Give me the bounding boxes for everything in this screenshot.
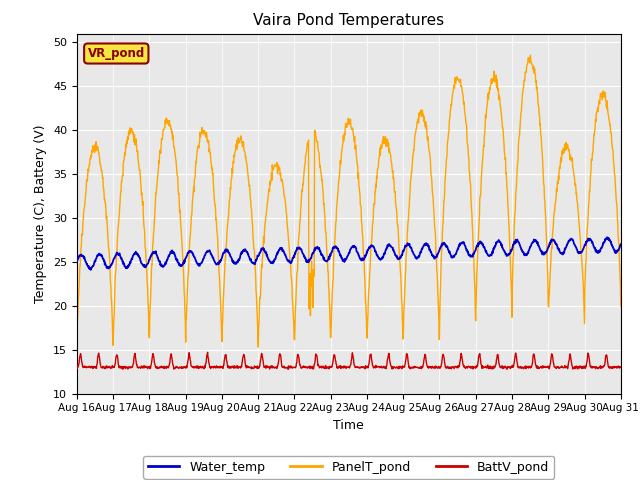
Legend: Water_temp, PanelT_pond, BattV_pond: Water_temp, PanelT_pond, BattV_pond <box>143 456 554 479</box>
X-axis label: Time: Time <box>333 419 364 432</box>
BattV_pond <box>180 364 188 370</box>
PanelT_pond <box>180 294 188 300</box>
Water_temp <box>255 252 263 258</box>
Water_temp <box>505 252 513 258</box>
Water_temp <box>87 267 95 273</box>
PanelT_pond <box>194 144 202 149</box>
BattV_pond <box>284 366 292 372</box>
Title: Vaira Pond Temperatures: Vaira Pond Temperatures <box>253 13 444 28</box>
Water_temp <box>603 235 611 240</box>
BattV_pond <box>434 365 442 371</box>
PanelT_pond <box>255 324 262 330</box>
Water_temp <box>195 261 202 267</box>
Water_temp <box>181 257 189 263</box>
Water_temp <box>617 241 625 247</box>
Water_temp <box>73 259 81 264</box>
PanelT_pond <box>433 270 441 276</box>
BattV_pond <box>553 364 561 370</box>
Water_temp <box>553 241 561 247</box>
PanelT_pond <box>527 52 534 58</box>
PanelT_pond <box>504 207 512 213</box>
Line: Water_temp: Water_temp <box>77 238 621 270</box>
PanelT_pond <box>73 345 81 351</box>
BattV_pond <box>255 365 263 371</box>
Line: PanelT_pond: PanelT_pond <box>77 55 621 348</box>
BattV_pond <box>73 361 81 367</box>
Y-axis label: Temperature (C), Battery (V): Temperature (C), Battery (V) <box>35 124 47 303</box>
Text: VR_pond: VR_pond <box>88 47 145 60</box>
PanelT_pond <box>553 186 561 192</box>
BattV_pond <box>505 364 513 370</box>
PanelT_pond <box>617 303 625 309</box>
Line: BattV_pond: BattV_pond <box>77 352 621 369</box>
BattV_pond <box>194 363 202 369</box>
BattV_pond <box>617 364 625 370</box>
BattV_pond <box>204 349 211 355</box>
Water_temp <box>434 252 442 258</box>
